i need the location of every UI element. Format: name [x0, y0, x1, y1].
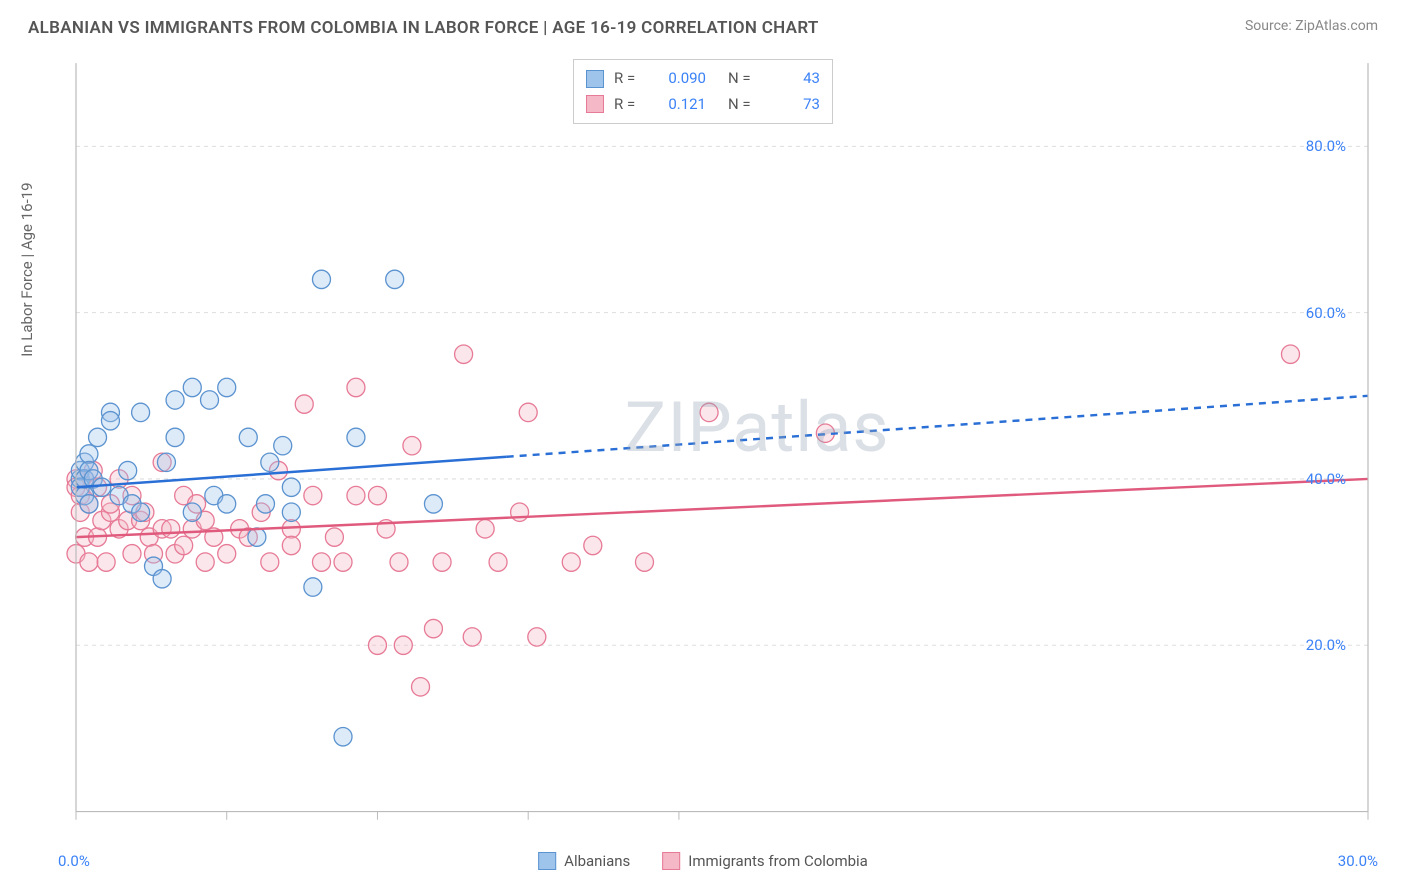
- source-label: Source: ZipAtlas.com: [1245, 18, 1378, 34]
- legend-r-label: R =: [614, 92, 644, 118]
- legend-n-value: 73: [768, 92, 820, 118]
- legend-swatch: [586, 95, 604, 113]
- series-legend: Albanians Immigrants from Colombia: [538, 852, 868, 870]
- x-tick-label-min: 0.0%: [58, 852, 90, 870]
- series-legend-item: Immigrants from Colombia: [662, 852, 868, 870]
- legend-n-label: N =: [728, 92, 758, 118]
- chart-area: In Labor Force | Age 16-19 ZIPatlas R = …: [28, 55, 1378, 832]
- y-tick-label: 20.0%: [1306, 636, 1346, 654]
- legend-n-label: N =: [728, 66, 758, 92]
- y-tick-label: 60.0%: [1306, 304, 1346, 322]
- legend-swatch: [662, 852, 680, 870]
- correlation-legend: R = 0.090 N = 43 R = 0.121 N = 73: [573, 59, 833, 124]
- scatter-plot-svg: [66, 55, 1378, 832]
- chart-title: ALBANIAN VS IMMIGRANTS FROM COLOMBIA IN …: [28, 18, 819, 38]
- series-legend-label: Immigrants from Colombia: [688, 852, 868, 870]
- y-axis-label: In Labor Force | Age 16-19: [18, 182, 36, 356]
- legend-r-label: R =: [614, 66, 644, 92]
- correlation-legend-row: R = 0.090 N = 43: [586, 66, 820, 92]
- series-legend-label: Albanians: [564, 852, 630, 870]
- y-tick-label: 80.0%: [1306, 137, 1346, 155]
- legend-r-value: 0.090: [654, 66, 706, 92]
- correlation-legend-row: R = 0.121 N = 73: [586, 92, 820, 118]
- series-legend-item: Albanians: [538, 852, 630, 870]
- x-tick-label-max: 30.0%: [1338, 852, 1378, 870]
- y-tick-label: 40.0%: [1306, 470, 1346, 488]
- legend-swatch: [538, 852, 556, 870]
- legend-n-value: 43: [768, 66, 820, 92]
- legend-swatch: [586, 70, 604, 88]
- legend-r-value: 0.121: [654, 92, 706, 118]
